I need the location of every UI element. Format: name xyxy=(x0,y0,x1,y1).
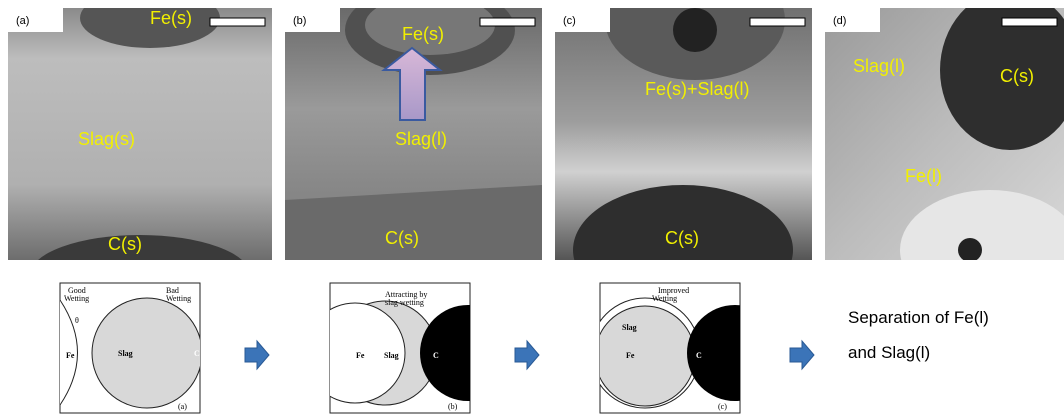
annotation: Slag(l) xyxy=(853,56,905,76)
right-arrow xyxy=(245,341,269,369)
schematic-text: Fe xyxy=(626,351,635,360)
annotation: Slag(s) xyxy=(78,129,135,149)
photo-feature xyxy=(673,8,717,52)
fe xyxy=(595,306,695,406)
photo-content xyxy=(555,0,812,315)
result-text: Separation of Fe(l) xyxy=(848,308,989,327)
scale-bar xyxy=(210,18,265,26)
schematic-content xyxy=(305,301,516,405)
photo-label: (a) xyxy=(16,15,29,27)
content: (a)Fe(s)Slag(s)C(s)(b)Fe(s)Slag(l)C(s)(c… xyxy=(8,0,1064,413)
right-arrow xyxy=(790,341,814,369)
schematic-text: Wetting xyxy=(652,294,677,303)
scale-bar xyxy=(1002,18,1057,26)
schematic-text: Fe xyxy=(66,351,75,360)
annotation: Fe(s) xyxy=(150,8,192,28)
photo: (a) Fe(s) Slag(s) C(s) xyxy=(8,0,272,315)
schematic-text: C xyxy=(433,351,439,360)
annotation: Fe(l) xyxy=(905,166,942,186)
schematic-label: (a) xyxy=(178,402,187,411)
annotation: C(s) xyxy=(385,228,419,248)
schematic-text: θ xyxy=(75,316,79,325)
schematic-text: Slag xyxy=(384,351,399,360)
schematic-text: Slag xyxy=(118,349,133,358)
photo: (b) Fe(s) Slag(l) C(s) xyxy=(285,0,542,260)
scale-bar xyxy=(750,18,805,26)
schematic-text: Wetting xyxy=(64,294,89,303)
photo-label: (d) xyxy=(833,15,846,27)
right-arrow xyxy=(515,341,539,369)
photo-content xyxy=(825,0,1064,310)
slag xyxy=(92,298,202,408)
schematic-text: Wetting xyxy=(166,294,191,303)
annotation: C(s) xyxy=(665,228,699,248)
photo: (c) Fe(s)+Slag(l) C(s) xyxy=(555,0,812,315)
photo-label: (b) xyxy=(293,15,306,27)
annotation: C(s) xyxy=(108,234,142,254)
schematic-text: Slag xyxy=(622,323,637,332)
annotation: Slag(l) xyxy=(395,129,447,149)
annotation: Fe(s) xyxy=(402,24,444,44)
schematic-text: C xyxy=(696,351,702,360)
photo-content xyxy=(8,0,272,315)
photo-feature xyxy=(958,238,982,262)
schematic-text: slag wetting xyxy=(385,298,424,307)
annotation: Fe(s)+Slag(l) xyxy=(645,79,750,99)
annotation: C(s) xyxy=(1000,66,1034,86)
schematic-text: C xyxy=(194,349,200,358)
figure: (a)Fe(s)Slag(s)C(s)(b)Fe(s)Slag(l)C(s)(c… xyxy=(0,0,1064,418)
schematic-label: (c) xyxy=(718,402,727,411)
schematic-label: (b) xyxy=(448,402,458,411)
photo-label: (c) xyxy=(563,15,576,27)
result-text: and Slag(l) xyxy=(848,343,930,362)
schematic-text: Fe xyxy=(356,351,365,360)
scale-bar xyxy=(480,18,535,26)
photo: (d) Slag(l) C(s) Fe(l) xyxy=(825,0,1064,310)
